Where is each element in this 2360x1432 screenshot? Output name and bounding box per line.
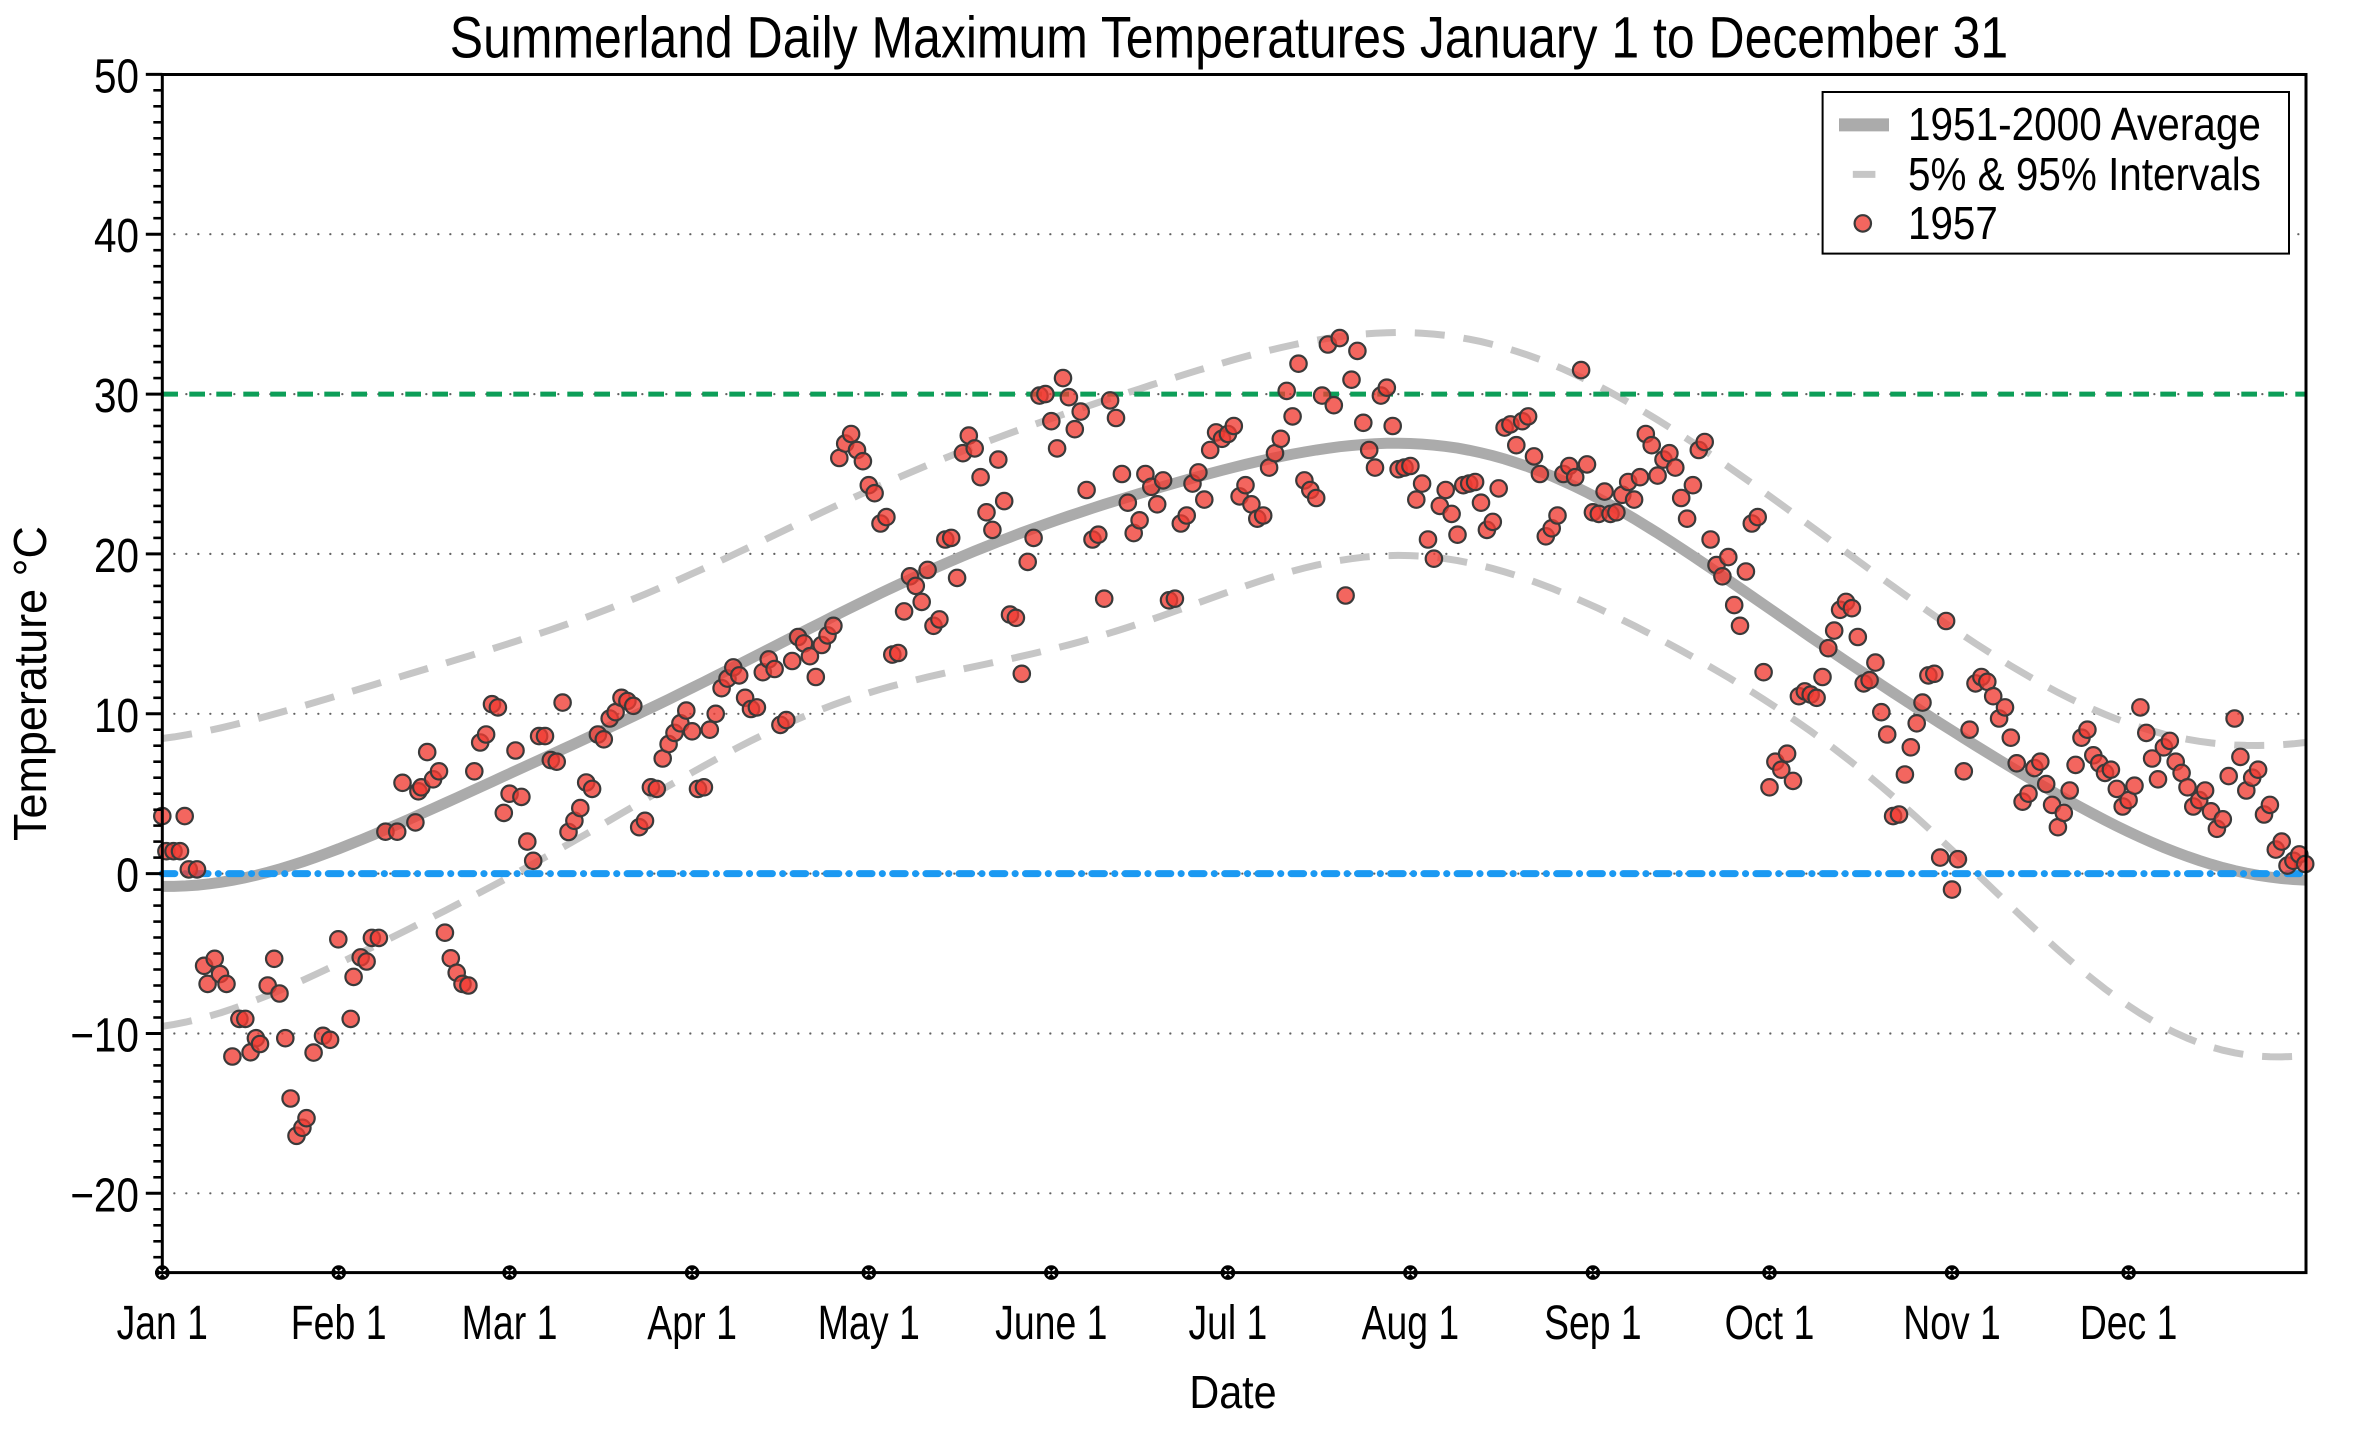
svg-text:5% & 95% Intervals: 5% & 95% Intervals <box>1908 148 2261 200</box>
svg-text:Nov 1: Nov 1 <box>1903 1297 2001 1350</box>
svg-text:Oct 1: Oct 1 <box>1725 1297 1815 1350</box>
svg-text:Temperature °C: Temperature °C <box>4 526 56 841</box>
svg-text:10: 10 <box>94 690 139 743</box>
svg-text:Sep 1: Sep 1 <box>1544 1297 1642 1350</box>
svg-text:−20: −20 <box>70 1169 139 1222</box>
svg-text:Aug 1: Aug 1 <box>1362 1297 1460 1350</box>
svg-text:Mar 1: Mar 1 <box>462 1297 558 1350</box>
svg-text:May 1: May 1 <box>818 1297 920 1350</box>
svg-text:Jul 1: Jul 1 <box>1189 1297 1268 1350</box>
svg-text:−10: −10 <box>70 1010 139 1063</box>
svg-text:40: 40 <box>94 210 139 263</box>
svg-text:Date: Date <box>1189 1366 1276 1418</box>
svg-text:Summerland Daily Maximum Tempe: Summerland Daily Maximum Temperatures Ja… <box>450 6 2008 71</box>
svg-text:0: 0 <box>116 850 139 903</box>
svg-text:50: 50 <box>94 50 139 103</box>
svg-text:June 1: June 1 <box>995 1297 1107 1350</box>
svg-text:1951-2000 Average: 1951-2000 Average <box>1908 98 2261 150</box>
svg-text:Dec 1: Dec 1 <box>2080 1297 2178 1350</box>
svg-text:Feb 1: Feb 1 <box>291 1297 387 1350</box>
svg-text:20: 20 <box>94 530 139 583</box>
svg-text:Apr 1: Apr 1 <box>647 1297 737 1350</box>
svg-text:Jan 1: Jan 1 <box>117 1297 208 1350</box>
svg-text:1957: 1957 <box>1908 197 1998 249</box>
svg-text:30: 30 <box>94 370 139 423</box>
